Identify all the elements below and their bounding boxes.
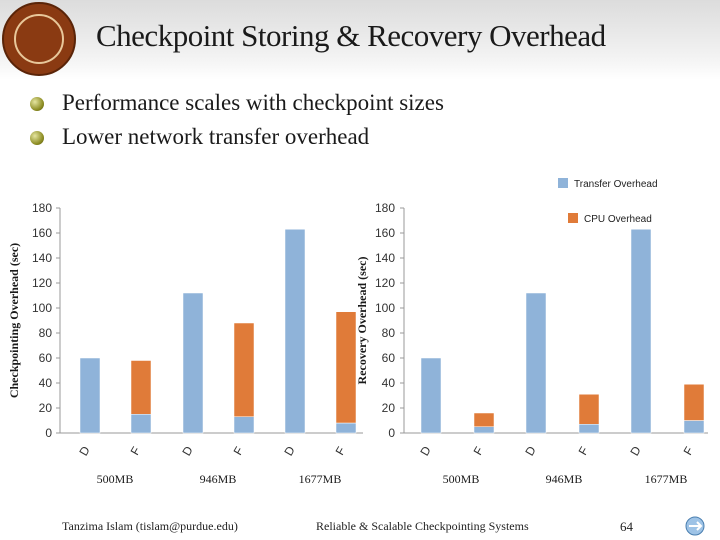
- x-tick-label: F: [576, 444, 592, 457]
- y-tick-label: 140: [375, 251, 395, 265]
- bar-transfer-overhead: [578, 424, 600, 434]
- bullet-text-2: Lower network transfer overhead: [62, 124, 370, 149]
- group-label: 500MB: [97, 472, 134, 486]
- y-tick-label: 20: [382, 401, 396, 415]
- bar-transfer-overhead: [683, 420, 705, 434]
- bar-transfer-overhead: [284, 229, 306, 434]
- y-tick-label: 20: [39, 401, 53, 415]
- slide-title: Checkpoint Storing & Recovery Overhead: [96, 18, 606, 53]
- bar-cpu-overhead: [233, 322, 255, 417]
- y-tick-label: 80: [382, 326, 396, 340]
- slide-nav-icon[interactable]: [680, 516, 710, 536]
- legend-label: Transfer Overhead: [574, 179, 658, 190]
- legend-swatch: [568, 213, 578, 223]
- y-tick-label: 100: [32, 301, 52, 315]
- bar-cpu-overhead: [578, 394, 600, 425]
- x-tick-label: F: [681, 444, 697, 457]
- group-label: 1677MB: [299, 472, 342, 486]
- slide-header: Checkpoint Storing & Recovery Overhead: [0, 0, 720, 80]
- bar-cpu-overhead: [130, 360, 152, 415]
- y-tick-label: 120: [32, 276, 52, 290]
- y-tick-label: 160: [32, 226, 52, 240]
- y-tick-label: 120: [375, 276, 395, 290]
- y-axis-title: Checkpointing Overhead (sec): [7, 243, 21, 398]
- bar-transfer-overhead: [473, 426, 495, 434]
- y-tick-label: 140: [32, 251, 52, 265]
- y-tick-label: 0: [45, 426, 52, 440]
- legend-label: CPU Overhead: [584, 214, 652, 225]
- footer-title: Reliable & Scalable Checkpointing System…: [316, 519, 529, 533]
- group-label: 946MB: [546, 472, 583, 486]
- y-axis-title: Recovery Overhead (sec): [355, 257, 369, 385]
- y-tick-label: 180: [32, 201, 52, 215]
- bar-transfer-overhead: [420, 357, 442, 434]
- bar-cpu-overhead: [473, 412, 495, 427]
- legend-swatch: [558, 178, 568, 188]
- x-tick-label: D: [281, 443, 298, 458]
- y-tick-label: 40: [382, 376, 396, 390]
- x-tick-label: F: [333, 444, 349, 457]
- x-tick-label: F: [231, 444, 247, 457]
- y-tick-label: 40: [39, 376, 53, 390]
- x-tick-label: F: [128, 444, 144, 457]
- y-tick-label: 80: [39, 326, 53, 340]
- overhead-charts: 0 20 40 60 80 100 120 140 160 180 Checkpointing Ov…: [7, 178, 708, 486]
- y-tick-label: 100: [375, 301, 395, 315]
- bar-transfer-overhead: [630, 229, 652, 434]
- x-tick-label: D: [417, 443, 434, 458]
- bar-transfer-overhead: [335, 422, 357, 434]
- x-tick-label: D: [522, 443, 539, 458]
- x-tick-label: D: [179, 443, 196, 458]
- group-label: 946MB: [200, 472, 237, 486]
- bar-cpu-overhead: [335, 311, 357, 424]
- x-tick-label: D: [76, 443, 93, 458]
- bar-transfer-overhead: [233, 416, 255, 434]
- group-label: 1677MB: [645, 472, 688, 486]
- bullet-icon: [30, 131, 44, 145]
- bar-cpu-overhead: [683, 384, 705, 421]
- y-tick-label: 60: [39, 351, 53, 365]
- y-tick-label: 0: [388, 426, 395, 440]
- x-tick-label: D: [627, 443, 644, 458]
- x-tick-label: F: [471, 444, 487, 457]
- page-number: 64: [620, 519, 633, 534]
- bullet-text-1: Performance scales with checkpoint sizes: [62, 90, 444, 115]
- footer-author: Tanzima Islam (tislam@purdue.edu): [62, 519, 238, 533]
- bullet-icon: [30, 97, 44, 111]
- y-tick-label: 180: [375, 201, 395, 215]
- university-seal-icon: [2, 2, 76, 76]
- bar-transfer-overhead: [182, 292, 204, 434]
- group-label: 500MB: [443, 472, 480, 486]
- y-tick-label: 160: [375, 226, 395, 240]
- bar-transfer-overhead: [79, 357, 101, 434]
- y-tick-label: 60: [382, 351, 396, 365]
- bar-transfer-overhead: [130, 414, 152, 434]
- bar-transfer-overhead: [525, 292, 547, 434]
